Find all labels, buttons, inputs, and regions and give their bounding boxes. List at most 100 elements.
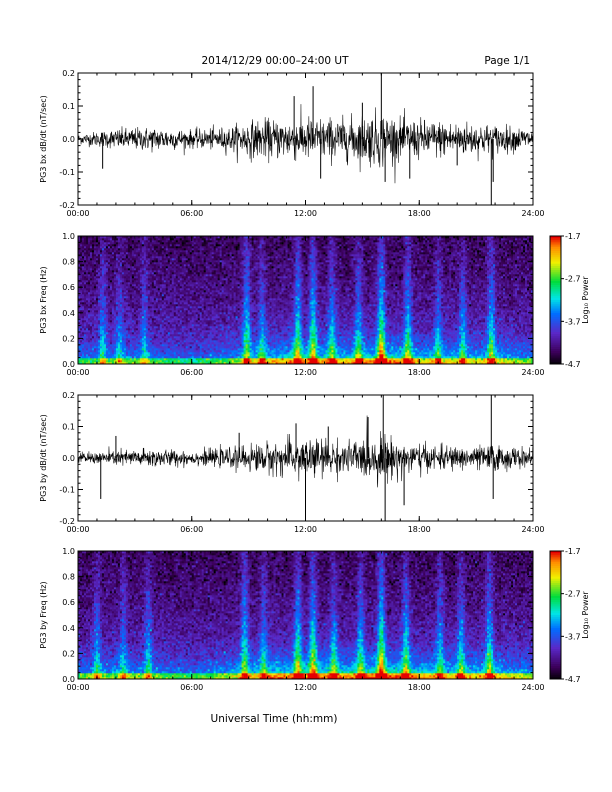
spectrogram-cell: [158, 272, 160, 274]
spectrogram-cell: [122, 324, 124, 326]
spectrogram-cell: [126, 256, 128, 258]
spectrogram-cell: [190, 326, 192, 328]
spectrogram-cell: [118, 244, 120, 246]
spectrogram-cell: [164, 338, 166, 340]
spectrogram-cell: [104, 290, 106, 292]
spectrogram-cell: [124, 252, 126, 254]
spectrogram-cell: [180, 272, 182, 274]
spectrogram-cell: [176, 252, 178, 254]
spectrogram-cell: [190, 294, 192, 296]
spectrogram-cell: [168, 268, 170, 270]
spectrogram-cell: [102, 316, 104, 318]
spectrogram-cell: [210, 324, 212, 326]
spectrogram-cell: [100, 304, 102, 306]
spectrogram-cell: [162, 292, 164, 294]
spectrogram-cell: [106, 252, 108, 254]
spectrogram-cell: [216, 312, 218, 314]
spectrogram-cell: [152, 324, 154, 326]
spectrogram-cell: [178, 296, 180, 298]
spectrogram-cell: [134, 304, 136, 306]
spectrogram-cell: [116, 336, 118, 338]
spectrogram-cell: [164, 348, 166, 350]
spectrogram-cell: [160, 302, 162, 304]
spectrogram-cell: [228, 288, 230, 290]
spectrogram-cell: [148, 276, 150, 278]
spectrogram-cell: [148, 358, 150, 360]
spectrogram-cell: [192, 244, 194, 246]
spectrogram-cell: [98, 338, 100, 340]
spectrogram-cell: [184, 354, 186, 356]
spectrogram-cell: [166, 358, 168, 360]
spectrogram-cell: [180, 250, 182, 252]
spectrogram-cell: [104, 266, 106, 268]
spectrogram-cell: [192, 348, 194, 350]
spectrogram-cell: [166, 336, 168, 338]
spectrogram-cell: [226, 250, 228, 252]
spectrogram-cell: [182, 296, 184, 298]
spectrogram-cell: [212, 290, 214, 292]
y-tick-label: 0.0: [62, 135, 75, 144]
spectrogram-cell: [146, 290, 148, 292]
spectrogram-cell: [142, 250, 144, 252]
spectrogram-cell: [122, 318, 124, 320]
spectrogram-cell: [100, 354, 102, 356]
spectrogram-cell: [122, 264, 124, 266]
spectrogram-cell: [166, 306, 168, 308]
spectrogram-cell: [206, 266, 208, 268]
spectrogram-cell: [96, 316, 98, 318]
spectrogram-cell: [176, 300, 178, 302]
spectrogram-cell: [212, 336, 214, 338]
spectrogram-cell: [222, 282, 224, 284]
spectrogram-cell: [92, 250, 94, 252]
spectrogram-cell: [202, 334, 204, 336]
spectrogram-cell: [214, 328, 216, 330]
spectrogram-cell: [198, 258, 200, 260]
spectrogram-cell: [228, 250, 230, 252]
spectrogram-cell: [148, 360, 150, 362]
spectrogram-cell: [100, 332, 102, 334]
spectrogram-cell: [138, 322, 140, 324]
spectrogram-cell: [198, 272, 200, 274]
spectrogram-cell: [196, 266, 198, 268]
spectrogram-cell: [190, 344, 192, 346]
spectrogram-cell: [124, 358, 126, 360]
spectrogram-cell: [112, 250, 114, 252]
spectrogram-cell: [206, 328, 208, 330]
spectrogram-cell: [154, 294, 156, 296]
spectrogram-cell: [114, 252, 116, 254]
spectrogram-cell: [116, 288, 118, 290]
spectrogram-cell: [218, 352, 220, 354]
spectrogram-cell: [168, 246, 170, 248]
spectrogram-cell: [96, 246, 98, 248]
spectrogram-cell: [134, 264, 136, 266]
spectrogram-cell: [198, 338, 200, 340]
spectrogram-cell: [108, 298, 110, 300]
spectrogram-cell: [174, 338, 176, 340]
spectrogram-cell: [104, 356, 106, 358]
spectrogram-cell: [164, 256, 166, 258]
spectrogram-cell: [124, 340, 126, 342]
spectrogram-cell: [202, 316, 204, 318]
spectrogram-cell: [186, 326, 188, 328]
spectrogram-cell: [176, 360, 178, 362]
spectrogram-cell: [198, 340, 200, 342]
spectrogram-cell: [132, 352, 134, 354]
spectrogram-cell: [148, 304, 150, 306]
spectrogram-cell: [152, 334, 154, 336]
spectrogram-cell: [112, 328, 114, 330]
spectrogram-cell: [176, 346, 178, 348]
spectrogram-cell: [112, 256, 114, 258]
spectrogram-cell: [134, 298, 136, 300]
spectrogram-cell: [112, 258, 114, 260]
spectrogram-cell: [220, 328, 222, 330]
spectrogram-cell: [190, 286, 192, 288]
spectrogram-cell: [164, 270, 166, 272]
spectrogram-cell: [228, 264, 230, 266]
spectrogram-cell: [94, 290, 96, 292]
spectrogram-cell: [138, 290, 140, 292]
spectrogram-cell: [188, 330, 190, 332]
spectrogram-cell: [220, 334, 222, 336]
spectrogram-cell: [90, 244, 92, 246]
spectrogram-cell: [120, 274, 122, 276]
spectrogram-cell: [144, 280, 146, 282]
